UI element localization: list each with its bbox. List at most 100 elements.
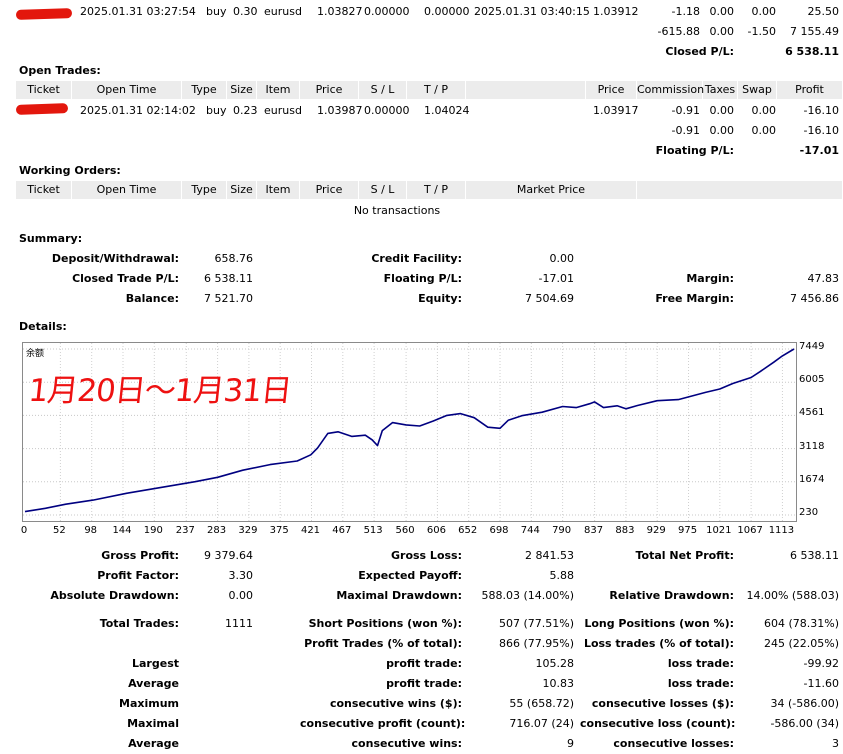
- deal-taxes: 0.00: [709, 5, 735, 18]
- summary-floating-value: -17.01: [538, 272, 574, 285]
- equity-value: 7 504.69: [525, 292, 574, 305]
- col-sl: S / L: [359, 81, 407, 99]
- total-trades-label: Total Trades:: [99, 617, 179, 630]
- x-tick-label: 975: [677, 525, 698, 536]
- short-positions-value: 507 (77.51%): [498, 617, 574, 630]
- margin-label: Margin:: [686, 272, 734, 285]
- expected-payoff-value: 5.88: [549, 569, 575, 582]
- profit-factor-label: Profit Factor:: [97, 569, 179, 582]
- open-total-taxes: 0.00: [709, 124, 735, 137]
- closed-total-taxes: 0.00: [709, 25, 735, 38]
- deposit-label: Deposit/Withdrawal:: [51, 252, 179, 265]
- gross-profit-value: 9 379.64: [204, 549, 253, 562]
- deal-type: buy: [206, 5, 227, 18]
- floating-pl-value: -17.01: [799, 144, 839, 157]
- maximal-drawdown-label: Maximal Drawdown:: [336, 589, 462, 602]
- x-tick-label: 652: [458, 525, 478, 536]
- y-tick-label: 6005: [799, 374, 825, 386]
- col-item: Item: [257, 81, 300, 99]
- col-price: Price: [300, 181, 359, 199]
- open-trades-header: Ticket Open Time Type Size Item Price S …: [16, 81, 842, 99]
- balance-label: Balance:: [125, 292, 179, 305]
- redacted-ticket-scribble: [15, 103, 69, 115]
- col-price: Price: [300, 81, 359, 99]
- open-total-commission: -0.91: [671, 124, 700, 137]
- stat-mid-label: profit trade:: [386, 677, 462, 690]
- deal-tp: 0.00000: [424, 5, 470, 18]
- free-margin-label: Free Margin:: [655, 292, 734, 305]
- x-tick-label: 1067: [737, 525, 763, 536]
- stat-right-label: loss trade:: [667, 657, 734, 670]
- open-total-swap: 0.00: [751, 124, 777, 137]
- profit-trades-value: 866 (77.95%): [498, 637, 574, 650]
- relative-drawdown-value: 14.00% (588.03): [746, 589, 839, 602]
- closed-pl-label: Closed P/L:: [665, 45, 734, 58]
- col-size: Size: [227, 181, 257, 199]
- stat-mid-value: 9: [567, 737, 574, 750]
- stat-group-label: Maximum: [119, 697, 179, 710]
- deposit-value: 658.76: [214, 252, 254, 265]
- col-sl: S / L: [359, 181, 407, 199]
- stat-right-label: consecutive losses ($):: [591, 697, 734, 710]
- x-tick-label: 1021: [706, 525, 732, 536]
- x-tick-label: 744: [520, 525, 540, 536]
- no-transactions: No transactions: [353, 204, 441, 217]
- col-commission: Commission: [637, 81, 704, 99]
- closed-trade-value: 6 538.11: [204, 272, 253, 285]
- deal-profit: 25.50: [807, 5, 840, 18]
- absolute-drawdown-value: 0.00: [228, 589, 254, 602]
- loss-trades-label: Loss trades (% of total):: [583, 637, 734, 650]
- stat-mid-label: consecutive wins:: [351, 737, 462, 750]
- col-blank: [637, 181, 842, 199]
- closed-total-profit: 7 155.49: [790, 25, 839, 38]
- x-tick-label: 329: [238, 525, 258, 536]
- stat-mid-value: 716.07 (24): [509, 717, 574, 730]
- stat-group-label: Average: [128, 737, 179, 750]
- balance-chart-frame: 余额 1月20日〜1月31日: [22, 342, 797, 522]
- floating-pl-label: Floating P/L:: [655, 144, 734, 157]
- deal-item: eurusd: [264, 5, 302, 18]
- stat-right-value: -99.92: [803, 657, 839, 670]
- working-orders-header: Ticket Open Time Type Size Item Price S …: [16, 181, 842, 199]
- stat-group-label: Largest: [132, 657, 179, 670]
- loss-trades-value: 245 (22.05%): [763, 637, 839, 650]
- y-tick-label: 3118: [799, 440, 825, 452]
- x-tick-label: 190: [143, 525, 163, 536]
- total-net-value: 6 538.11: [790, 549, 839, 562]
- redacted-ticket-scribble: [15, 8, 73, 20]
- col-profit: Profit: [795, 83, 824, 96]
- stat-mid-label: profit trade:: [386, 657, 462, 670]
- equity-label: Equity:: [418, 292, 462, 305]
- open-size: 0.23: [233, 104, 258, 117]
- chart-corner-label: 余额: [26, 349, 45, 359]
- x-tick-label: 513: [363, 525, 383, 536]
- summary-title: Summary:: [19, 232, 83, 245]
- working-orders-title: Working Orders:: [19, 164, 121, 177]
- expected-payoff-label: Expected Payoff:: [358, 569, 462, 582]
- col-market-price: Market Price: [466, 181, 637, 199]
- x-tick-label: 560: [395, 525, 415, 536]
- col-taxes: Taxes: [703, 81, 738, 99]
- open-market-price: 1.03917: [593, 104, 639, 117]
- balance-chart: [23, 343, 796, 521]
- x-tick-label: 0: [20, 525, 28, 536]
- absolute-drawdown-label: Absolute Drawdown:: [50, 589, 179, 602]
- closed-trade-label: Closed Trade P/L:: [72, 272, 179, 285]
- stat-group-label: Average: [128, 677, 179, 690]
- closed-total-swap: -1.50: [747, 25, 776, 38]
- stat-mid-label: consecutive wins ($):: [329, 697, 462, 710]
- col-open-time: Open Time: [72, 81, 182, 99]
- x-tick-label: 52: [53, 525, 66, 536]
- open-sl: 0.00000: [364, 104, 410, 117]
- open-swap: 0.00: [751, 104, 777, 117]
- x-tick-label: 421: [300, 525, 321, 536]
- deal-commission: -1.18: [671, 5, 700, 18]
- summary-floating-label: Floating P/L:: [383, 272, 462, 285]
- open-time: 2025.01.31 02:14:02: [80, 104, 196, 117]
- balance-value: 7 521.70: [204, 292, 253, 305]
- open-total-profit: -16.10: [803, 124, 839, 137]
- long-positions-value: 604 (78.31%): [763, 617, 839, 630]
- col-type: Type: [182, 81, 227, 99]
- stat-right-label: consecutive losses:: [613, 737, 734, 750]
- x-tick-label: 929: [646, 525, 666, 536]
